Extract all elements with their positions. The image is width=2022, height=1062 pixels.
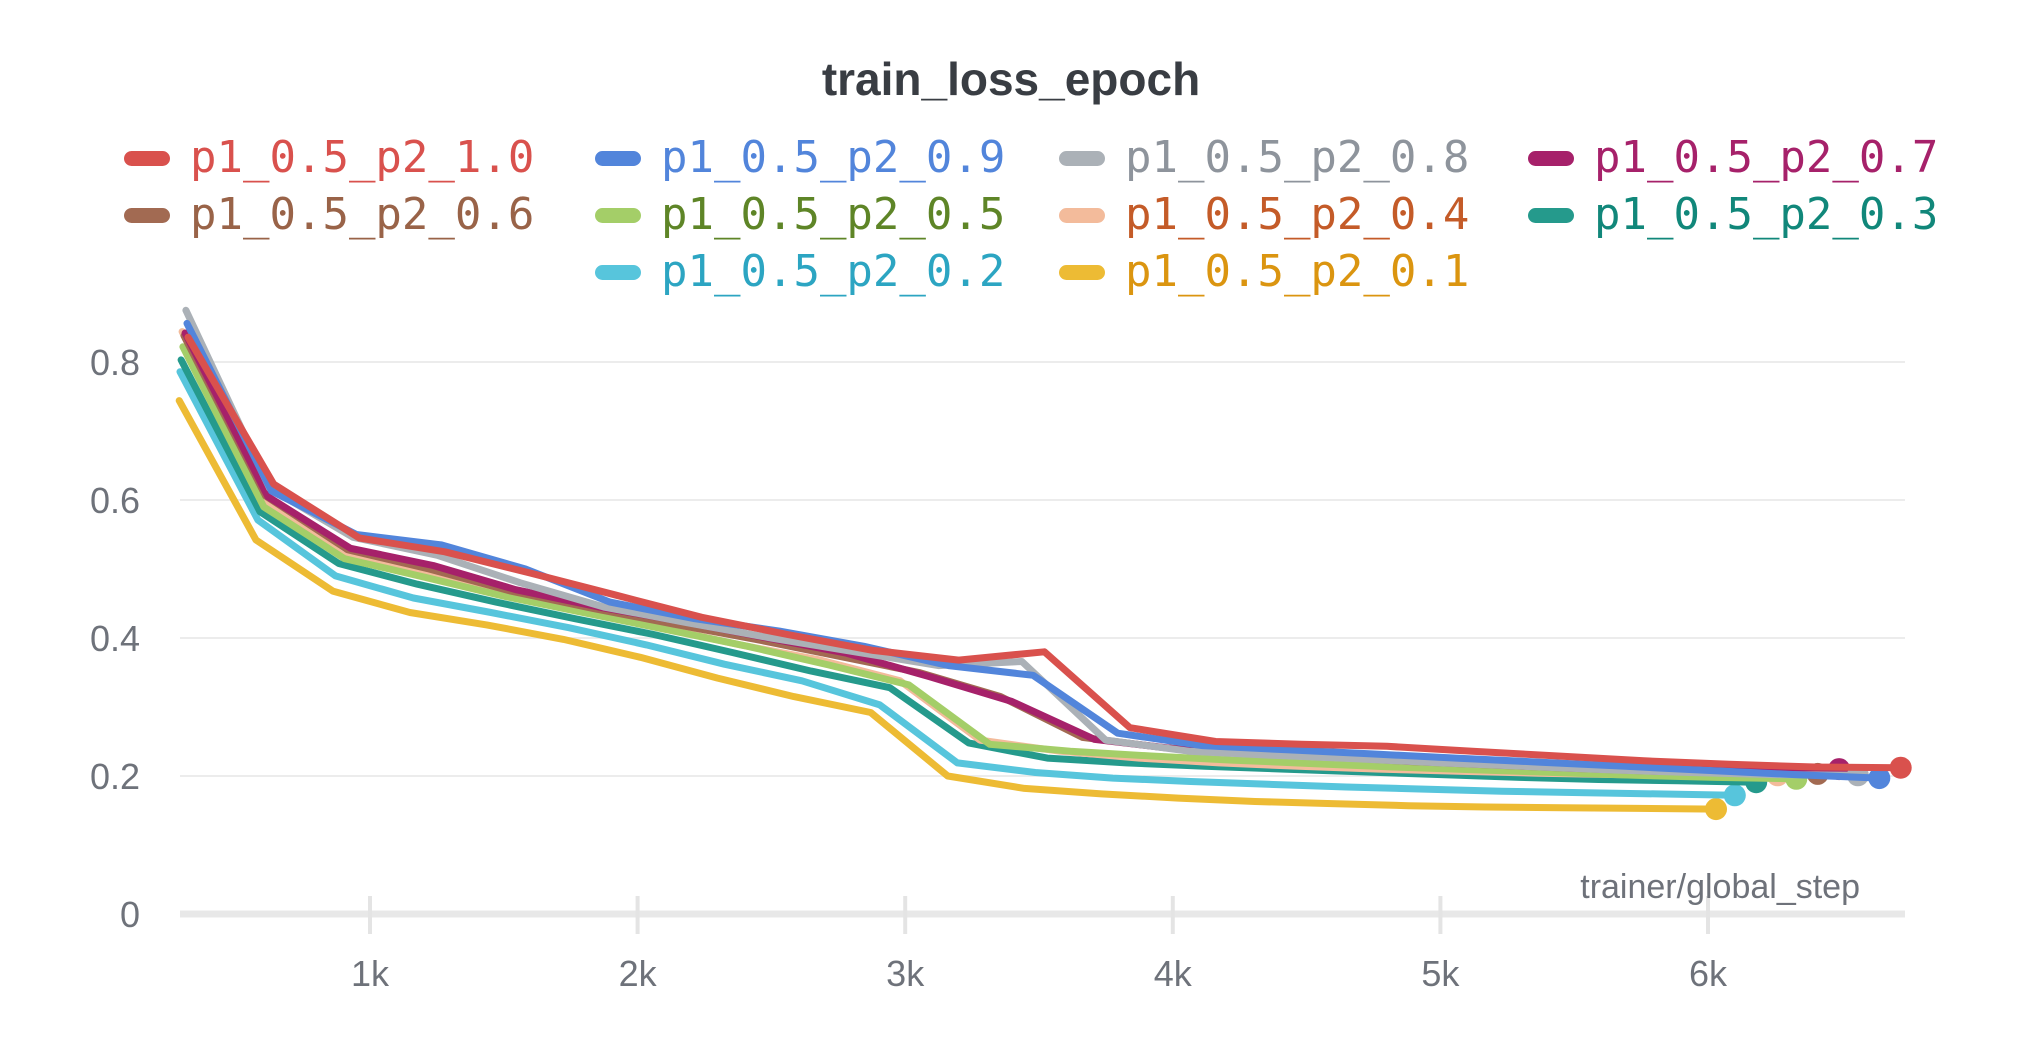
x-tick-label: 4k (1154, 953, 1193, 994)
legend-item-p1_0.5_p2_0.1[interactable]: p1_0.5_p2_0.1 (1059, 244, 1469, 300)
legend-swatch-icon (1059, 207, 1105, 223)
x-tick-label: 3k (886, 953, 925, 994)
legend-item-p1_0.5_p2_0.7[interactable]: p1_0.5_p2_0.7 (1528, 130, 1938, 186)
legend-swatch-icon (595, 207, 641, 223)
series-line-p1_0.5_p2_0.8[interactable] (182, 306, 1862, 779)
series-end-dot-p1_0.5_p2_0.1[interactable] (1705, 798, 1727, 821)
legend-label: p1_0.5_p2_0.4 (1125, 189, 1470, 240)
legend-label: p1_0.5_p2_0.9 (661, 132, 1006, 183)
series-line-p1_0.5_p2_0.1[interactable] (175, 397, 1720, 813)
legend-item-p1_0.5_p2_0.5[interactable]: p1_0.5_p2_0.5 (595, 187, 1005, 243)
series-end-dot-p1_0.5_p2_1.0[interactable] (1889, 756, 1912, 779)
legend-item-p1_0.5_p2_0.8[interactable]: p1_0.5_p2_0.8 (1059, 130, 1469, 186)
legend-swatch-icon (1528, 207, 1574, 223)
series-end-dot-p1_0.5_p2_0.2[interactable] (1723, 784, 1746, 807)
legend-label: p1_0.5_p2_0.1 (1125, 246, 1470, 297)
series-line-p1_0.5_p2_0.3[interactable] (177, 356, 1760, 786)
legend-swatch-icon (1528, 150, 1574, 166)
legend-item-p1_0.5_p2_0.9[interactable]: p1_0.5_p2_0.9 (595, 130, 1005, 186)
legend-swatch-icon (124, 150, 170, 166)
y-tick-label: 0.6 (90, 480, 140, 521)
x-tick-label: 6k (1689, 953, 1728, 994)
legend-swatch-icon (595, 264, 641, 280)
chart-title: train_loss_epoch (821, 53, 1201, 105)
y-tick-label: 0.4 (90, 618, 140, 659)
legend-label: p1_0.5_p2_0.2 (661, 246, 1006, 297)
series-line-p1_0.5_p2_0.2[interactable] (176, 368, 1739, 799)
legend-label: p1_0.5_p2_0.6 (190, 189, 535, 240)
legend: p1_0.5_p2_1.0 p1_0.5_p2_0.9 p1_0.5_p2_0.8 p… (0, 0, 2022, 310)
x-axis-label: trainer/global_step (1580, 868, 1860, 906)
series-line-p1_0.5_p2_1.0[interactable] (184, 333, 1905, 772)
x-tick-label: 5k (1421, 953, 1460, 994)
series-line-p1_0.5_p2_0.5[interactable] (179, 343, 1800, 783)
y-tick-label: 0 (120, 894, 140, 935)
y-tick-label: 0.2 (90, 756, 140, 797)
legend-label: p1_0.5_p2_0.8 (1125, 132, 1470, 183)
legend-item-p1_0.5_p2_0.4[interactable]: p1_0.5_p2_0.4 (1059, 187, 1469, 243)
legend-label: p1_0.5_p2_1.0 (190, 132, 535, 183)
legend-item-p1_0.5_p2_0.2[interactable]: p1_0.5_p2_0.2 (595, 244, 1005, 300)
legend-label: p1_0.5_p2_0.3 (1594, 189, 1939, 240)
legend-item-p1_0.5_p2_0.6[interactable]: p1_0.5_p2_0.6 (124, 187, 534, 243)
legend-label: p1_0.5_p2_0.5 (661, 189, 1006, 240)
x-tick-label: 1k (351, 953, 390, 994)
series-line-p1_0.5_p2_0.9[interactable] (183, 319, 1883, 782)
legend-swatch-icon (595, 150, 641, 166)
legend-swatch-icon (1059, 150, 1105, 166)
y-tick-label: 0.8 (90, 342, 140, 383)
series-end-dot-p1_0.5_p2_0.9[interactable] (1868, 767, 1891, 790)
legend-item-p1_0.5_p2_0.3[interactable]: p1_0.5_p2_0.3 (1528, 187, 1938, 243)
legend-swatch-icon (1059, 264, 1105, 280)
legend-item-p1_0.5_p2_1.0[interactable]: p1_0.5_p2_1.0 (124, 130, 534, 186)
legend-swatch-icon (124, 207, 170, 223)
legend-label: p1_0.5_p2_0.7 (1594, 132, 1939, 183)
x-tick-label: 2k (619, 953, 658, 994)
